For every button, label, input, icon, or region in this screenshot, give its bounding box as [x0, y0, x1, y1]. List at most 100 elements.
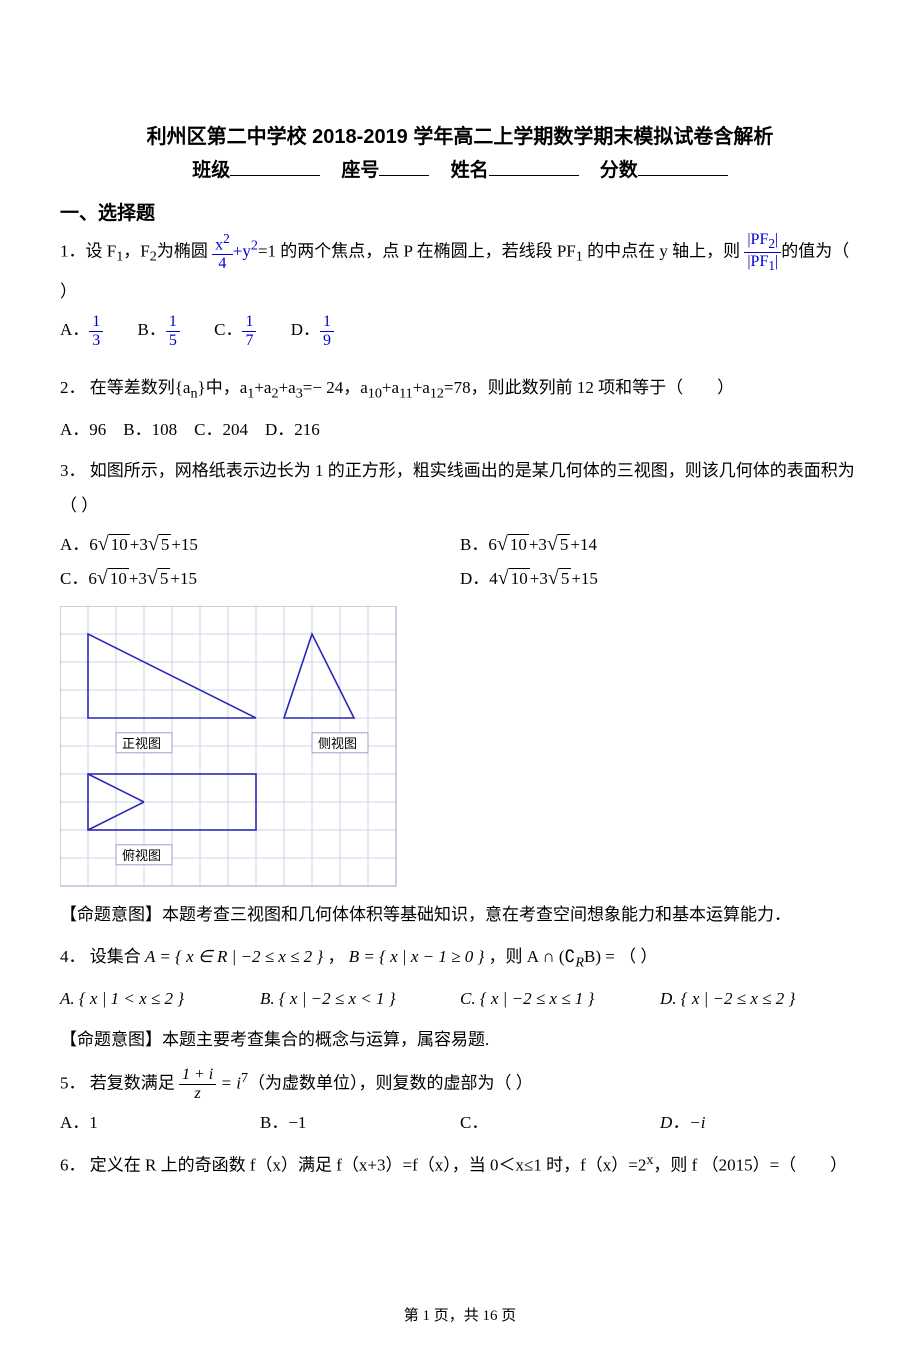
q4-intent: 【命题意图】本题主要考查集合的概念与运算，属容易题. [60, 1022, 860, 1058]
q4-sub: R [575, 954, 584, 970]
frac-den: 5 [166, 332, 180, 350]
sqrt: √5 [547, 534, 570, 555]
footer-total: 16 [483, 1308, 498, 1324]
q1-frac-b: 15 [166, 313, 180, 349]
name-label: 姓名 [451, 160, 489, 181]
frac-sub: 1 [768, 258, 775, 273]
frac-num: 1 [166, 313, 180, 332]
q2-text: +a [254, 378, 271, 397]
q1-frac-c: 17 [242, 313, 256, 349]
name-blank [489, 175, 579, 176]
opt-text: D．4 [460, 569, 498, 588]
q1-text: 1．设 F [60, 241, 116, 260]
opt-text: +3 [130, 535, 148, 554]
q4-set: A = { x ∈ R | −2 ≤ x ≤ 2 } [145, 947, 323, 966]
complement-symbol: ∁ [565, 947, 576, 966]
question-2: 2． 在等差数列{an}中，a1+a2+a3=− 24，a10+a11+a12=… [60, 370, 860, 409]
q5-opt-a: A．1 [60, 1106, 260, 1140]
sqrt-body: 5 [559, 568, 572, 589]
q2-sub: 11 [399, 385, 413, 401]
q4-opt-c: C. { x | −2 ≤ x ≤ 1 } [460, 982, 660, 1016]
q5-opt-d: D．−i [660, 1106, 860, 1140]
sqrt: √10 [498, 568, 530, 589]
three-view-svg: 正视图侧视图俯视图 [60, 606, 400, 891]
footer-text: 页 [498, 1308, 517, 1324]
opt-label: A． [60, 320, 89, 339]
q1-text: +y [233, 241, 251, 260]
question-3: 3． 如图所示，网格纸表示边长为 1 的正方形，粗实线画出的是某几何体的三视图，… [60, 453, 860, 524]
q4-opt-d: D. { x | −2 ≤ x ≤ 2 } [660, 982, 860, 1016]
q1-text: =1 的两个焦点，点 P 在椭圆上，若线段 PF [258, 241, 576, 260]
q1-options: A．13 B．15 C．17 D．19 [60, 313, 860, 349]
q5-frac: 1 + i z [179, 1066, 216, 1102]
opt-text: +14 [570, 535, 597, 554]
q5-sup: 7 [241, 1070, 248, 1086]
svg-text:正视图: 正视图 [122, 736, 161, 751]
q2-text: +a [382, 378, 399, 397]
q2-text: =78，则此数列前 12 项和等于（ ） [444, 378, 734, 397]
sqrt: √5 [148, 534, 171, 555]
class-label: 班级 [192, 160, 230, 181]
q5-opt-c: C． [460, 1106, 660, 1140]
q4-text: 4． 设集合 [60, 947, 145, 966]
q1-frac-x2-4: x2 4 [212, 232, 233, 273]
opt-text: +15 [571, 569, 598, 588]
sqrt-body: 5 [558, 534, 571, 555]
q4-options: A. { x | 1 < x ≤ 2 } B. { x | −2 ≤ x < 1… [60, 982, 860, 1016]
q2-text: +a [279, 378, 296, 397]
question-5: 5． 若复数满足 1 + i z = i7（为虚数单位），则复数的虚部为（ ） [60, 1064, 860, 1103]
q5-text: （为虚数单位），则复数的虚部为（ ） [248, 1073, 533, 1092]
frac-den: 4 [212, 255, 233, 273]
q1-text: 为椭圆 [157, 241, 208, 260]
q1-sub: 1 [576, 249, 583, 265]
q2-text: }中，a [198, 378, 248, 397]
q2-sub: 12 [430, 385, 444, 401]
q2-options: A．96 B．108 C．204 D．216 [60, 413, 860, 447]
q2-sub: 2 [271, 385, 278, 401]
footer-text: 页，共 [430, 1308, 483, 1324]
q4-text: B) = （ ） [584, 947, 657, 966]
opt-text: B．6 [460, 535, 497, 554]
q1-sub: 2 [150, 249, 157, 265]
question-1: 1．设 F1，F2为椭圆 x2 4 +y2=1 的两个焦点，点 P 在椭圆上，若… [60, 231, 860, 309]
svg-text:俯视图: 俯视图 [122, 848, 161, 863]
frac-num: x [215, 236, 223, 253]
q1-frac-d: 19 [320, 313, 334, 349]
q1-frac-pf: |PF2| |PF1| [744, 231, 781, 274]
q4-opt-a: A. { x | 1 < x ≤ 2 } [60, 982, 260, 1016]
frac-den: 7 [242, 332, 256, 350]
sqrt: √10 [98, 534, 130, 555]
frac-den: 9 [320, 332, 334, 350]
seat-label: 座号 [341, 160, 379, 181]
opt-text: +15 [171, 535, 198, 554]
q1-text: 的值为（ [781, 241, 849, 260]
sqrt-body: 10 [109, 534, 130, 555]
frac-num: | [775, 231, 778, 248]
q2-sub: 10 [368, 385, 382, 401]
q2-text: 2． 在等差数列{a [60, 378, 190, 397]
q2-text: +a [413, 378, 430, 397]
q4-text: ， [323, 947, 349, 966]
frac-num: 1 [89, 313, 103, 332]
sqrt: √10 [497, 534, 529, 555]
q5-text: = i [216, 1073, 241, 1092]
q3-options: A．6√10+3√5+15 C．6√10+3√5+15 B．6√10+3√5+1… [60, 524, 860, 596]
opt-label: D． [291, 320, 320, 339]
frac-num: 1 + i [179, 1066, 216, 1085]
frac-den: z [179, 1085, 216, 1103]
q5-text: 5． 若复数满足 [60, 1073, 175, 1092]
opt-label: C． [214, 320, 242, 339]
q6-text: 6． 定义在 R 上的奇函数 f（x）满足 f（x+3）=f（x），当 0＜x≤… [60, 1156, 646, 1175]
q3-figure: 正视图侧视图俯视图 [60, 606, 400, 891]
section-1: 一、选择题 [60, 198, 860, 225]
q1-text: ） [60, 282, 77, 301]
sqrt-body: 10 [108, 568, 129, 589]
opt-text: +15 [170, 569, 197, 588]
question-6: 6． 定义在 R 上的奇函数 f（x）满足 f（x+3）=f（x），当 0＜x≤… [60, 1146, 860, 1183]
doc-title: 利州区第二中学校 2018-2019 学年高二上学期数学期末模拟试卷含解析 [60, 120, 860, 149]
footer-page: 1 [422, 1308, 430, 1324]
q4-opt-b: B. { x | −2 ≤ x < 1 } [260, 982, 460, 1016]
seat-blank [379, 175, 429, 176]
score-blank [638, 175, 728, 176]
q2-sub: 3 [296, 385, 303, 401]
